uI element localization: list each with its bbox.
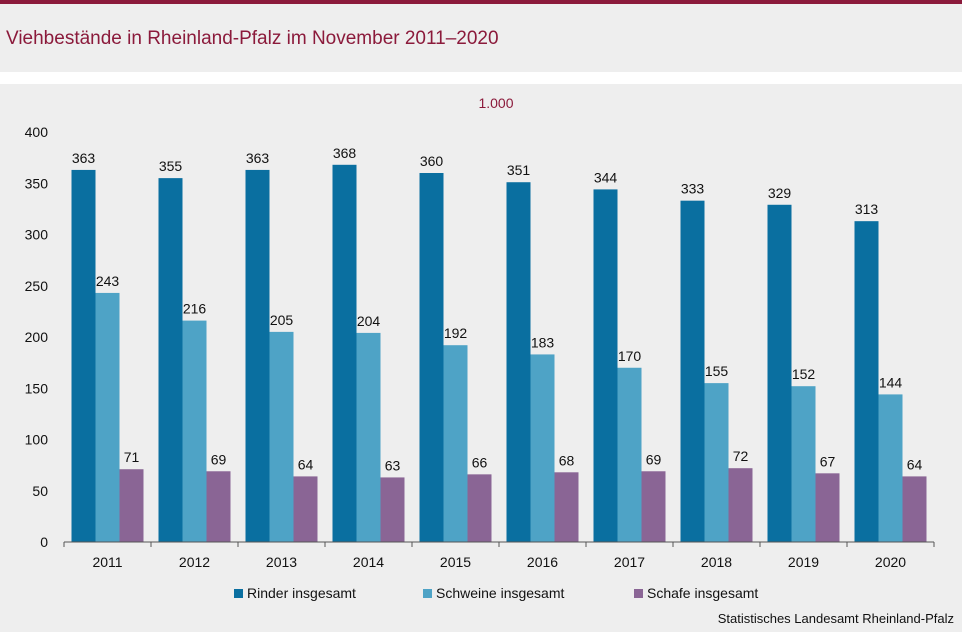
data-label: 64	[298, 456, 314, 472]
bar-rinder	[332, 164, 357, 543]
bar-schweine	[95, 292, 120, 542]
data-label: 69	[646, 451, 662, 467]
y-tick-label: 350	[25, 175, 49, 191]
bar-schafe	[206, 471, 231, 542]
data-label: 69	[211, 451, 227, 467]
bar-rinder	[245, 169, 270, 543]
data-label: 152	[792, 366, 816, 382]
data-label: 66	[472, 454, 488, 470]
bar-schafe	[641, 471, 666, 542]
bar-schafe	[119, 469, 144, 542]
data-label: 363	[72, 150, 96, 166]
y-tick-label: 150	[25, 380, 49, 396]
legend-swatch	[634, 589, 643, 598]
x-tick-label: 2017	[614, 554, 645, 570]
bar-schafe	[728, 468, 753, 542]
y-tick-label: 0	[40, 534, 48, 550]
data-label: 144	[879, 374, 903, 390]
data-label: 205	[270, 312, 294, 328]
data-label: 64	[907, 456, 923, 472]
x-tick-label: 2015	[440, 554, 471, 570]
x-tick-label: 2019	[788, 554, 819, 570]
bar-schafe	[815, 473, 840, 542]
data-label: 170	[618, 348, 642, 364]
bar-rinder	[680, 200, 705, 543]
legend-swatch	[234, 589, 243, 598]
data-label: 71	[124, 449, 140, 465]
bar-rinder	[593, 189, 618, 542]
data-label: 155	[705, 363, 729, 379]
data-label: 72	[733, 448, 749, 464]
data-label: 216	[183, 301, 207, 317]
x-tick-label: 2014	[353, 554, 384, 570]
bar-schweine	[269, 331, 294, 542]
bar-schweine	[704, 383, 729, 542]
data-label: 67	[820, 453, 836, 469]
bar-rinder	[419, 173, 444, 542]
unit-label: 1.000	[478, 95, 513, 111]
data-label: 243	[96, 273, 120, 289]
bar-rinder	[71, 169, 96, 543]
bar-schafe	[554, 472, 579, 542]
source-note: Statistisches Landesamt Rheinland-Pfalz	[717, 611, 954, 626]
x-tick-label: 2016	[527, 554, 558, 570]
bar-schweine	[791, 386, 816, 542]
x-tick-label: 2012	[179, 554, 210, 570]
x-tick-label: 2020	[875, 554, 906, 570]
data-label: 333	[681, 181, 705, 197]
data-label: 68	[559, 452, 575, 468]
data-label: 329	[768, 185, 792, 201]
y-tick-label: 50	[32, 483, 48, 499]
top-accent-bar	[0, 0, 962, 4]
bar-chart: 1.000 0 50 100 150 200 250 300 350 400 363 243 71 201…	[0, 84, 962, 632]
bar-schafe	[467, 474, 492, 542]
bar-schweine	[878, 394, 903, 542]
title-band	[0, 4, 962, 72]
bar-schafe	[902, 476, 927, 542]
bar-rinder	[767, 204, 792, 542]
y-tick-label: 100	[25, 432, 49, 448]
data-label: 344	[594, 169, 618, 185]
data-label: 192	[444, 325, 468, 341]
data-label: 183	[531, 334, 555, 350]
data-label: 360	[420, 153, 444, 169]
legend-label: Rinder insgesamt	[247, 585, 356, 601]
data-label: 368	[333, 145, 357, 161]
y-tick-label: 400	[25, 124, 49, 140]
x-tick-label: 2018	[701, 554, 732, 570]
bar-schweine	[530, 354, 555, 542]
bar-schweine	[182, 320, 207, 542]
bar-rinder	[854, 221, 879, 543]
bar-schafe	[380, 477, 405, 542]
data-label: 363	[246, 150, 270, 166]
y-tick-label: 200	[25, 329, 49, 345]
chart-title: Viehbestände in Rheinland-Pfalz im Novem…	[6, 28, 499, 49]
bar-rinder	[158, 178, 183, 542]
data-label: 63	[385, 457, 401, 473]
legend-label: Schafe insgesamt	[647, 585, 758, 601]
x-tick-label: 2011	[92, 554, 122, 570]
bar-schafe	[293, 476, 318, 542]
data-label: 204	[357, 313, 381, 329]
plot-background	[0, 84, 962, 632]
data-label: 355	[159, 158, 183, 174]
bar-schweine	[356, 332, 381, 542]
legend-label: Schweine insgesamt	[436, 585, 565, 601]
bar-schweine	[443, 345, 468, 542]
divider	[0, 72, 962, 84]
legend-swatch	[423, 589, 432, 598]
y-tick-label: 300	[25, 227, 49, 243]
x-tick-label: 2013	[266, 554, 297, 570]
y-tick-label: 250	[25, 278, 49, 294]
data-label: 313	[855, 201, 879, 217]
bar-schweine	[617, 367, 642, 542]
data-label: 351	[507, 162, 531, 178]
bar-rinder	[506, 182, 531, 542]
